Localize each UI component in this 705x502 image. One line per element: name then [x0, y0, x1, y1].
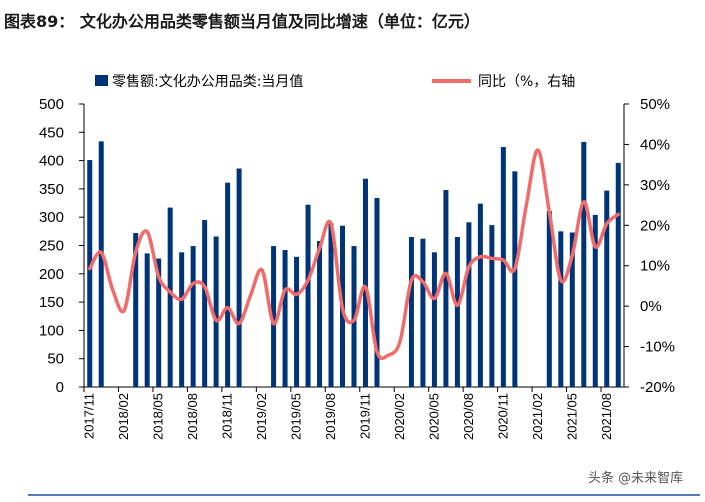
y-right-tick-label: -20%: [640, 379, 675, 396]
bar: [362, 178, 368, 387]
y-right-tick-label: 50%: [640, 96, 670, 113]
bar: [512, 171, 518, 387]
plot-area: 0 50 100 150 200 250 300 350 400 450 500 -20% -10% 0%…: [39, 96, 675, 440]
bar: [305, 204, 311, 387]
bar: [558, 231, 564, 387]
bar: [500, 147, 506, 387]
y-right-tick-label: 40%: [640, 136, 670, 153]
bar: [569, 232, 575, 387]
bar: [489, 225, 495, 387]
bar: [615, 162, 621, 387]
y-left-tick-label: 100: [39, 322, 64, 339]
x-tick-label: 2020/02: [392, 393, 407, 440]
yoy-line: [87, 148, 621, 361]
bar: [328, 223, 334, 387]
bar: [167, 207, 173, 387]
y-right-tick-label: 0%: [640, 298, 662, 315]
y-left-tick-label: 200: [39, 266, 64, 283]
bar: [604, 190, 610, 387]
x-tick-label: 2018/11: [220, 393, 235, 439]
bar: [87, 160, 93, 387]
bar: [190, 246, 196, 387]
bar: [282, 250, 288, 387]
y-left-tick-label: 450: [39, 124, 64, 141]
y-right-tick-label: 30%: [640, 177, 670, 194]
bar: [98, 141, 104, 387]
bar: [408, 237, 414, 387]
y-right-tick-label: 10%: [640, 258, 670, 275]
bar: [466, 222, 472, 387]
legend-bar-swatch: [95, 75, 108, 86]
legend-bar-label: 零售额:文化办公用品类:当月值: [112, 74, 303, 90]
bar: [477, 203, 483, 387]
x-tick-label: 2019/11: [357, 393, 372, 439]
chart-title: 图表89： 文化办公用品类零售额当月值及同比增速（单位：亿元）: [4, 12, 480, 31]
bar: [454, 237, 460, 387]
x-tick-label: 2019/08: [323, 393, 338, 440]
y-right-tick-label: 20%: [640, 217, 670, 234]
bar: [431, 252, 437, 387]
bar: [317, 240, 323, 387]
bar: [443, 190, 449, 387]
bar: [374, 197, 380, 387]
x-tick-label: 2020/11: [495, 393, 510, 439]
bar: [133, 233, 139, 387]
y-left-tick-label: 500: [39, 96, 64, 113]
x-tick-label: 2019/02: [254, 393, 269, 440]
x-tick-label: 2018/08: [185, 393, 200, 440]
x-tick-label: 2020/08: [461, 393, 476, 440]
bar: [420, 238, 426, 387]
bar: [592, 214, 598, 387]
x-tick-label: 2020/05: [426, 393, 441, 440]
y-left-tick-label: 250: [39, 238, 64, 255]
y-left-tick-label: 50: [47, 351, 64, 368]
x-tick-label: 2019/05: [289, 393, 304, 440]
bar: [156, 258, 162, 387]
bar: [202, 220, 208, 387]
watermark: 头条 @未来智库: [588, 470, 683, 486]
y-left-tick-label: 150: [39, 294, 64, 311]
x-tick-label: 2021/02: [530, 393, 545, 440]
y-left-tick-label: 0: [56, 379, 64, 396]
bar: [179, 252, 185, 387]
bar: [581, 141, 587, 387]
x-tick-label: 2018/02: [116, 393, 131, 440]
y-left-tick-label: 350: [39, 181, 64, 198]
x-tick-label: 2021/05: [564, 393, 579, 440]
bar: [546, 210, 552, 387]
x-tick-label: 2017/11: [82, 393, 97, 439]
legend-line-label: 同比（%，右轴: [478, 74, 575, 90]
bar: [271, 246, 277, 387]
y-right-tick-label: -10%: [640, 339, 675, 356]
y-left-tick-label: 400: [39, 153, 64, 170]
bar: [225, 182, 231, 387]
x-tick-label: 2018/05: [151, 393, 166, 440]
legend: 零售额:文化办公用品类:当月值 同比（%，右轴: [95, 74, 575, 90]
x-tick-label: 2021/08: [599, 393, 614, 440]
bar: [294, 256, 300, 387]
bar: [213, 236, 219, 387]
y-left-tick-label: 300: [39, 209, 64, 226]
bar: [236, 168, 242, 387]
bar: [144, 253, 150, 387]
